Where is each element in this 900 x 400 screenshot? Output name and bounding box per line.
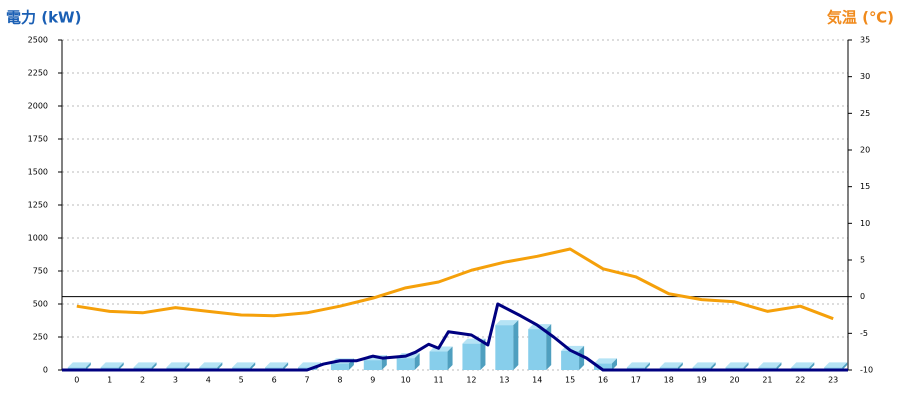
x-tick-label: 17 (631, 376, 641, 385)
chart-title: 電力 (kW) (6, 9, 81, 27)
y-tick-label: 250 (33, 333, 48, 342)
bar-front (429, 351, 448, 370)
bar-side (118, 362, 124, 370)
bar-side (743, 362, 749, 370)
bar-top (659, 362, 683, 368)
x-tick-label: 21 (762, 376, 772, 385)
bar-side (710, 362, 716, 370)
x-tick-label: 22 (795, 376, 805, 385)
y2-tick-label: 15 (860, 182, 870, 191)
y2-tick-label: 20 (860, 146, 870, 155)
bar-front (528, 329, 547, 370)
x-tick-label: 7 (304, 376, 309, 385)
y2-tick-label: -10 (860, 366, 873, 375)
bar-top (758, 362, 782, 368)
bar-front (330, 363, 349, 370)
bar-top (133, 362, 157, 368)
x-tick-label: 14 (532, 376, 542, 385)
bar-top (692, 362, 716, 368)
bar-top (100, 362, 124, 368)
y-tick-label: 2250 (28, 69, 48, 78)
bar-front (396, 358, 415, 370)
y-tick-label: 500 (33, 300, 48, 309)
x-tick-label: 6 (272, 376, 277, 385)
y-tick-label: 750 (33, 267, 48, 276)
bar-top (725, 362, 749, 368)
x-tick-label: 9 (370, 376, 375, 385)
bar-side (513, 320, 519, 370)
y-tick-label: 0 (43, 366, 48, 375)
x-tick-label: 0 (74, 376, 79, 385)
bar-side (414, 353, 420, 370)
bar-front (561, 350, 580, 370)
bar-side (85, 362, 91, 370)
y-tick-label: 1500 (28, 168, 48, 177)
bar-top (265, 362, 289, 368)
x-tick-label: 23 (828, 376, 838, 385)
y-tick-label: 1750 (28, 135, 48, 144)
bar-front (462, 343, 481, 370)
y2-tick-label: 30 (860, 72, 870, 81)
x-tick-label: 8 (337, 376, 342, 385)
bar-side (677, 362, 683, 370)
line (62, 302, 848, 372)
bar-side (809, 362, 815, 370)
bar-top (791, 362, 815, 368)
bar-side (842, 362, 848, 370)
bar-side (283, 362, 289, 370)
y-tick-label: 2500 (28, 36, 48, 45)
x-tick-label: 16 (598, 376, 608, 385)
y2-tick-label: -5 (860, 329, 868, 338)
bar-front (363, 360, 382, 370)
bar-top (166, 362, 190, 368)
x-tick-label: 19 (697, 376, 707, 385)
y2-tick-label: 10 (860, 219, 870, 228)
bar-top (199, 362, 223, 368)
bar-side (217, 362, 223, 370)
x-tick-label: 15 (565, 376, 575, 385)
line (76, 247, 834, 321)
bar-top (824, 362, 848, 368)
bar-side (611, 358, 617, 370)
bar-side (447, 346, 453, 370)
bar-top (67, 362, 91, 368)
bar-top (495, 320, 519, 326)
bar-top (232, 362, 256, 368)
x-tick-label: 18 (664, 376, 674, 385)
x-tick-label: 4 (206, 376, 211, 385)
bar-side (184, 362, 190, 370)
x-tick-label: 5 (239, 376, 244, 385)
x-tick-label: 10 (401, 376, 411, 385)
y2-tick-label: 5 (860, 256, 865, 265)
bar-front (495, 325, 514, 370)
x-tick-label: 2 (140, 376, 145, 385)
bar-side (151, 362, 157, 370)
x-tick-label: 3 (173, 376, 178, 385)
y2-tick-label: 0 (860, 292, 865, 301)
y-tick-label: 1000 (28, 234, 48, 243)
bar-side (644, 362, 650, 370)
x-tick-label: 20 (729, 376, 739, 385)
bar-side (579, 345, 585, 370)
bar-side (776, 362, 782, 370)
x-tick-label: 12 (466, 376, 476, 385)
y2-tick-label: 35 (860, 36, 870, 45)
y-tick-label: 1250 (28, 201, 48, 210)
x-tick-label: 1 (107, 376, 112, 385)
right-axis-title: 気温 (℃) (827, 9, 894, 27)
bar-top (593, 358, 617, 364)
x-tick-label: 13 (499, 376, 509, 385)
bar-top (626, 362, 650, 368)
bar-front (593, 363, 612, 370)
bar-side (480, 338, 486, 370)
y-tick-label: 2000 (28, 102, 48, 111)
y2-tick-label: 25 (860, 109, 870, 118)
bar-side (250, 362, 256, 370)
x-tick-label: 11 (433, 376, 443, 385)
